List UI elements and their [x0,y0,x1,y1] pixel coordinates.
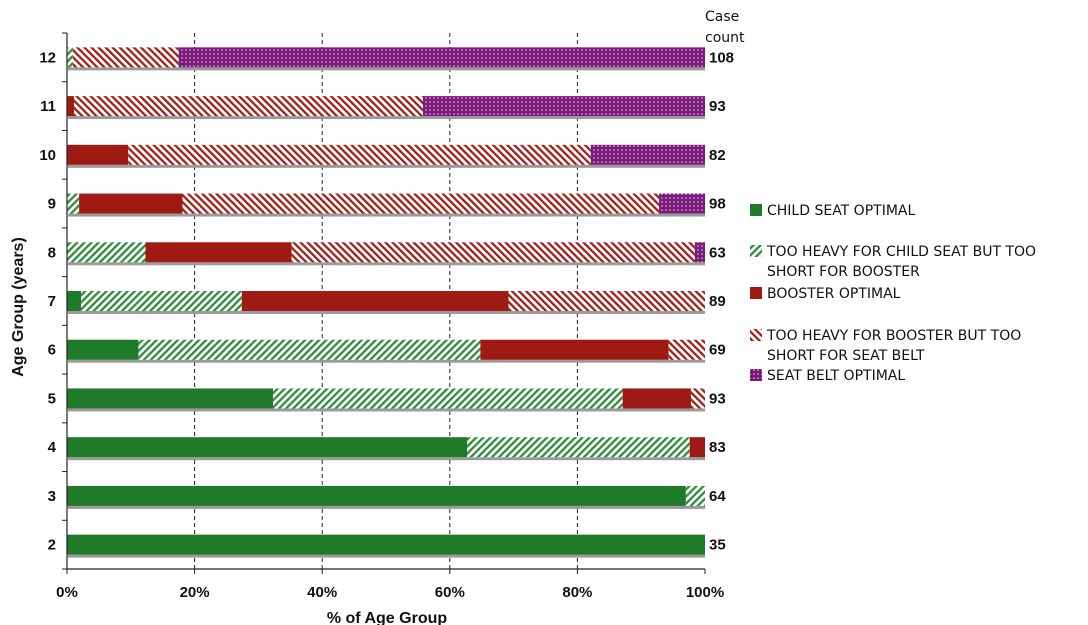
case-count-label: 64 [709,488,726,505]
bar-segment [273,388,623,409]
bar-shadow [68,116,705,120]
case-count-label: 83 [709,439,726,456]
y-tick-label: 10 [39,147,56,164]
bar-segment [74,96,424,117]
x-tick-label: 80% [562,584,592,601]
bar-segment [694,242,705,263]
x-axis-title: % of Age Group [327,610,448,625]
legend-label: CHILD SEAT OPTIMAL [767,203,915,219]
legend-swatch [750,369,762,381]
bar-shadow [68,505,705,509]
case-count-label: 35 [709,537,726,554]
bar-segment [508,291,705,311]
case-count-label: 98 [709,196,726,213]
case-count-header-line2: count [705,30,745,46]
bar-segment [178,47,705,68]
x-tick-label: 40% [307,584,337,601]
bar-segment [67,339,139,360]
y-tick-label: 7 [48,293,56,310]
legend-label: SEAT BELT OPTIMAL [767,368,905,384]
bar-segment [291,242,695,263]
bar-segment [67,291,82,311]
case-count-label: 82 [709,147,726,164]
x-tick-label: 100% [686,584,724,601]
bar-shadow [68,311,705,314]
y-tick-label: 2 [48,537,56,554]
bar-segment [685,485,705,506]
legend: CHILD SEAT OPTIMAL TOO HEAVY FOR CHILD SE… [750,203,1036,384]
bar-segment [67,485,686,506]
x-tick-label: 0% [56,584,78,601]
bar-shadow [68,359,705,363]
y-tick-label: 8 [48,244,56,261]
case-count-label: 89 [709,293,726,310]
bar-segment [480,339,669,360]
bar-segment [67,144,129,165]
y-axis-title: Age Group (years) [10,237,27,377]
case-count-header-line1: Case [705,9,739,25]
bar-segment [79,193,183,214]
bar-segment [690,388,705,409]
bar-segment [67,534,705,555]
bars [67,47,705,558]
legend-swatch [750,287,762,299]
legend-label: TOO HEAVY FOR BOOSTER BUT TOO [766,328,1021,344]
axes [62,32,706,574]
bar-segment [67,388,274,409]
bar-segment [659,193,705,214]
bar-segment [72,47,179,68]
bar-segment [467,437,690,458]
y-tick-label: 9 [48,196,56,213]
y-tick-label: 12 [39,49,56,66]
bar-segment [182,193,660,214]
bar-shadow [68,164,705,168]
tick-labels: 0% 20% 40% 60% 80% 100%2 353 644 835 936 697 898 639… [39,49,734,601]
bar-segment [241,291,509,311]
legend-swatch [750,329,762,341]
bar-segment [67,193,80,214]
bar-shadow [68,554,705,558]
legend-swatch [750,245,762,257]
case-count-label: 69 [709,342,726,359]
case-count-label: 63 [709,244,726,261]
bar-segment [145,242,292,263]
legend-label: BOOSTER OPTIMAL [767,286,901,302]
bar-segment [689,437,705,458]
bar-segment [67,96,75,117]
bar-segment [138,339,481,360]
y-tick-label: 6 [48,342,56,359]
bar-segment [67,242,146,263]
bar-segment [81,291,242,311]
bar-shadow [68,262,705,266]
bar-segment [67,437,468,458]
y-tick-label: 3 [48,488,56,505]
bar-segment [423,96,705,117]
bar-shadow [68,213,705,217]
y-tick-label: 4 [48,439,57,456]
case-count-label: 108 [709,49,734,66]
bar-segment [590,144,705,165]
y-tick-label: 5 [48,390,56,407]
case-count-label: 93 [709,98,726,115]
bar-segment [128,144,591,165]
y-tick-label: 11 [40,98,56,115]
case-count-label: 93 [709,390,726,407]
legend-label: SHORT FOR SEAT BELT [767,348,925,364]
x-tick-label: 20% [180,584,210,601]
legend-label: TOO HEAVY FOR CHILD SEAT BUT TOO [766,244,1036,260]
legend-swatch [750,204,762,216]
legend-label: SHORT FOR BOOSTER [767,264,920,280]
bar-shadow [68,67,705,71]
bar-segment [67,47,73,68]
x-tick-label: 60% [435,584,465,601]
bar-segment [668,339,705,360]
bar-shadow [68,457,705,461]
bar-segment [622,388,691,409]
bar-shadow [68,408,705,412]
